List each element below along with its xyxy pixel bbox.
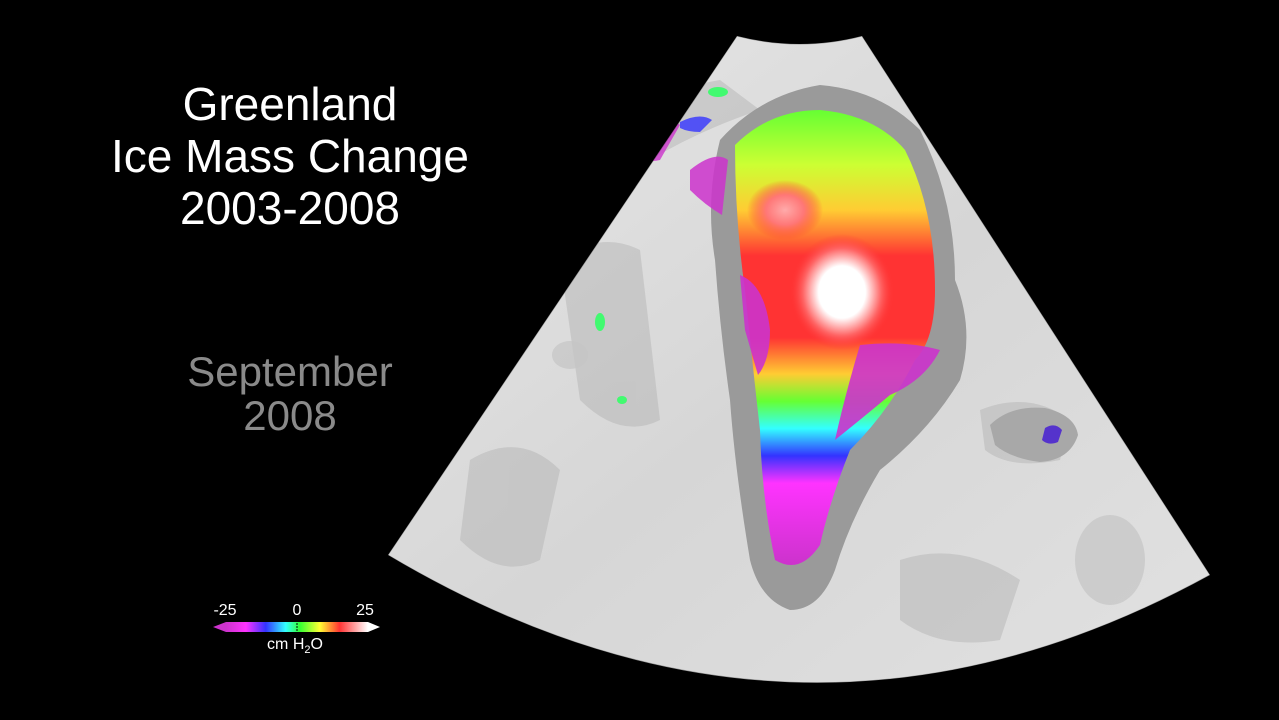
northwest-loss-area bbox=[690, 156, 728, 215]
date-year: 2008 bbox=[243, 392, 337, 439]
legend-right-arrow bbox=[368, 622, 380, 632]
title-line-3: 2003-2008 bbox=[180, 182, 400, 234]
title-line-1: Greenland bbox=[182, 78, 398, 130]
legend-max-label: 25 bbox=[356, 602, 374, 619]
southeast-loss-area bbox=[835, 343, 940, 440]
legend-min-label: -25 bbox=[213, 602, 237, 619]
northwest-gain-center bbox=[747, 180, 823, 240]
ellesmere-blue bbox=[680, 116, 712, 132]
title-line-2: Ice Mass Change bbox=[111, 130, 469, 182]
legend-mid-label: 0 bbox=[292, 602, 302, 619]
date-label: September 2008 bbox=[60, 350, 520, 438]
central-east-max-gain bbox=[790, 234, 894, 350]
baffin-patches bbox=[595, 87, 728, 404]
legend-left-arrow bbox=[213, 622, 226, 632]
legend-unit: cm H2O bbox=[205, 636, 385, 656]
legend-ticks: -25 0 25 bbox=[205, 602, 385, 622]
west-loss-area bbox=[740, 275, 770, 375]
unit-prefix: cm H bbox=[267, 636, 305, 653]
iceland-landmass bbox=[990, 407, 1078, 462]
legend: -25 0 25 cm H2O bbox=[205, 600, 385, 660]
legend-colorbar bbox=[213, 620, 380, 634]
date-month: September bbox=[187, 348, 393, 395]
unit-suffix: O bbox=[310, 636, 323, 653]
iceland-glacier-loss bbox=[1042, 425, 1062, 444]
unit-subscript: 2 bbox=[304, 644, 311, 657]
map-title: Greenland Ice Mass Change 2003-2008 bbox=[60, 78, 520, 234]
